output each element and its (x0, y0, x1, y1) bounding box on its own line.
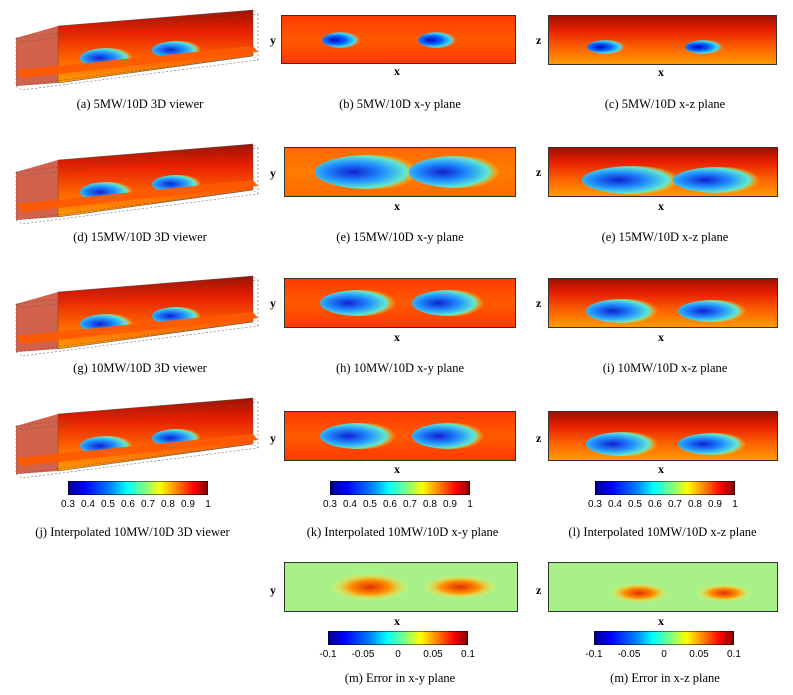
colorbar-tick-label: 0.1 (727, 649, 741, 660)
z-axis-label: z (536, 431, 542, 445)
colorbar-tick-label: 1 (732, 499, 738, 510)
iso-render (15, 143, 259, 225)
contour-5mw-xy (281, 15, 516, 64)
caption-g: (g) 10MW/10D 3D viewer (73, 361, 207, 375)
colorbar-tick-label: 1 (467, 499, 473, 510)
caption-j: (j) Interpolated 10MW/10D 3D viewer (35, 525, 230, 539)
x-axis-label: x (394, 64, 400, 78)
colorbar-tick-label: 0.5 (363, 499, 377, 510)
caption-d: (d) 15MW/10D 3D viewer (73, 230, 207, 244)
z-axis-label: z (536, 583, 542, 597)
colorbar-tick-label: 0.7 (403, 499, 417, 510)
caption-c: (c) 5MW/10D x-z plane (604, 97, 726, 111)
z-axis-label: z (536, 165, 542, 179)
colorbar-tick-label: 0.9 (708, 499, 722, 510)
y-axis-label: y (270, 33, 276, 47)
x-axis-label: x (394, 199, 400, 213)
iso-view-interp (8, 396, 263, 479)
colorbar-tick-label: 0.8 (688, 499, 702, 510)
caption-m-xy: (m) Error in x-y plane (344, 671, 456, 685)
colorbar-tick-label: 0.3 (588, 499, 602, 510)
colorbar-tick-label: -0.05 (351, 649, 375, 660)
colorbar-tick-label: 0.6 (383, 499, 397, 510)
colorbar-tick-label: 0.6 (648, 499, 662, 510)
colorbar-tick-label: 0 (661, 649, 667, 660)
colorbar-tick-label: 0.5 (628, 499, 642, 510)
y-axis-label: y (270, 583, 276, 597)
x-axis-label: x (394, 614, 400, 628)
z-axis-label: z (536, 296, 542, 310)
iso-render (15, 397, 259, 479)
contour-5mw-xz (548, 15, 777, 65)
colorbar-tick-label: -0.1 (585, 649, 603, 660)
contour-15mw-xy (284, 147, 516, 197)
y-axis-label: y (270, 166, 276, 180)
caption-a: (a) 5MW/10D 3D viewer (76, 97, 204, 111)
x-axis-label: x (394, 462, 400, 476)
caption-k: (k) Interpolated 10MW/10D x-y plane (306, 525, 499, 539)
caption-b: (b) 5MW/10D x-y plane (339, 97, 461, 111)
x-axis-label: x (394, 330, 400, 344)
velocity-colorbar-ticks: 0.3 0.4 0.5 0.6 0.7 0.8 0.9 1 (588, 499, 738, 511)
colorbar-tick-label: -0.1 (319, 649, 337, 660)
colorbar-tick-label: 0.05 (423, 649, 443, 660)
colorbar-tick-label: 0.7 (668, 499, 682, 510)
colorbar-tick-label: 0.8 (161, 499, 175, 510)
colorbar-tick-label: 0.4 (343, 499, 357, 510)
velocity-colorbar-ticks: 0.3 0.4 0.5 0.6 0.7 0.8 0.9 1 (61, 499, 211, 511)
contour-interp-xy (284, 411, 516, 461)
velocity-colorbar (594, 480, 736, 496)
velocity-colorbar (67, 480, 209, 496)
colorbar-tick-label: 0.9 (181, 499, 195, 510)
colorbar-tick-label: 0.7 (141, 499, 155, 510)
colorbar-tick-label: 0.4 (608, 499, 622, 510)
colorbar-tick-label: 1 (205, 499, 211, 510)
iso-render (15, 275, 259, 357)
error-colorbar (327, 630, 469, 646)
colorbar-tick-label: 0.1 (461, 649, 475, 660)
caption-i: (i) 10MW/10D x-z plane (602, 361, 728, 375)
iso-view-5mw (8, 8, 263, 91)
colorbar-tick-label: 0.4 (81, 499, 95, 510)
colorbar-tick-label: -0.05 (617, 649, 641, 660)
caption-m-xz: (m) Error in x-z plane (610, 671, 720, 685)
iso-render (15, 9, 259, 91)
error-colorbar-ticks: -0.1 -0.05 0 0.05 0.1 (319, 649, 475, 661)
error-colorbar-ticks: -0.1 -0.05 0 0.05 0.1 (585, 649, 741, 661)
colorbar-tick-label: 0.6 (121, 499, 135, 510)
contour-10mw-xz (548, 278, 778, 328)
contour-interp-xz (548, 411, 778, 461)
colorbar-tick-label: 0.9 (443, 499, 457, 510)
colorbar-tick-label: 0.5 (101, 499, 115, 510)
caption-e-xy: (e) 15MW/10D x-y plane (336, 230, 464, 244)
iso-view-15mw (8, 142, 263, 225)
y-axis-label: y (270, 296, 276, 310)
y-axis-label: y (270, 431, 276, 445)
colorbar-tick-label: 0.05 (689, 649, 709, 660)
colorbar-tick-label: 0.8 (423, 499, 437, 510)
error-xy (284, 562, 518, 612)
error-colorbar (593, 630, 735, 646)
x-axis-label: x (658, 614, 664, 628)
velocity-colorbar (329, 480, 471, 496)
caption-h: (h) 10MW/10D x-y plane (335, 361, 465, 375)
error-xz (548, 562, 778, 612)
contour-15mw-xz (548, 147, 778, 197)
colorbar-tick-label: 0 (395, 649, 401, 660)
contour-10mw-xy (284, 278, 516, 328)
x-axis-label: x (658, 199, 664, 213)
x-axis-label: x (658, 330, 664, 344)
velocity-colorbar-ticks: 0.3 0.4 0.5 0.6 0.7 0.8 0.9 1 (323, 499, 473, 511)
x-axis-label: x (658, 65, 664, 79)
iso-view-10mw (8, 274, 263, 357)
caption-l: (l) Interpolated 10MW/10D x-z plane (568, 525, 757, 539)
colorbar-tick-label: 0.3 (61, 499, 75, 510)
z-axis-label: z (536, 33, 542, 47)
x-axis-label: x (658, 462, 664, 476)
colorbar-tick-label: 0.3 (323, 499, 337, 510)
caption-e-xz: (e) 15MW/10D x-z plane (601, 230, 729, 244)
